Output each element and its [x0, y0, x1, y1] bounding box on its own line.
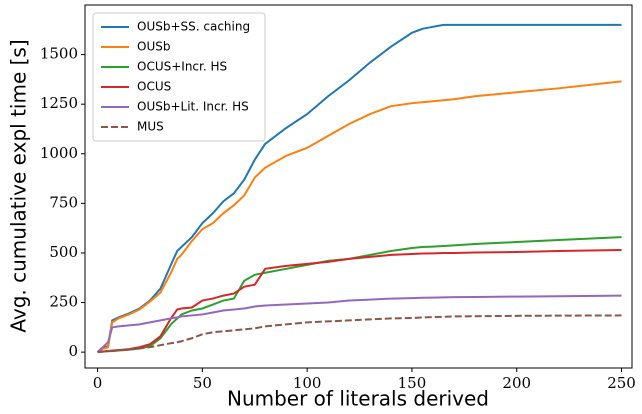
x-tick-label: 200 — [502, 374, 531, 392]
legend-label: MUS — [137, 120, 164, 134]
legend: OUSb+SS. caching OUSb OCUS+Incr. HS OCUS OUS… — [92, 12, 266, 142]
legend-label: OCUS — [137, 80, 171, 94]
x-tick-label: 0 — [93, 374, 103, 392]
y-tick-label: 1500 — [40, 45, 78, 63]
y-tick-label: 1000 — [40, 144, 78, 162]
series-line — [96, 80, 622, 353]
series-line — [96, 294, 622, 353]
legend-label: OUSb+SS. caching — [137, 20, 250, 34]
x-tick-label: 50 — [193, 374, 212, 392]
legend-label: OUSb+Lit. Incr. HS — [137, 100, 249, 114]
legend-box — [92, 12, 266, 142]
legend-label: OUSb — [137, 40, 170, 54]
y-axis-label: Avg. cumulative expl time [s] — [7, 39, 31, 332]
series-line — [97, 236, 622, 354]
y-tick-label: 0 — [68, 342, 78, 360]
x-tick-label: 250 — [607, 374, 636, 392]
x-axis-label: Number of literals derived — [227, 387, 489, 411]
y-tick-label: 250 — [49, 293, 78, 311]
series-line — [97, 314, 622, 354]
series-line — [97, 248, 622, 354]
x-tick-label: 100 — [293, 374, 322, 392]
y-tick-label: 500 — [49, 243, 78, 261]
y-tick-label: 750 — [49, 193, 78, 211]
y-tick-label: 1250 — [40, 94, 78, 112]
legend-label: OCUS+Incr. HS — [137, 60, 227, 74]
x-tick-label: 150 — [398, 374, 427, 392]
plot-frame — [84, 4, 633, 369]
